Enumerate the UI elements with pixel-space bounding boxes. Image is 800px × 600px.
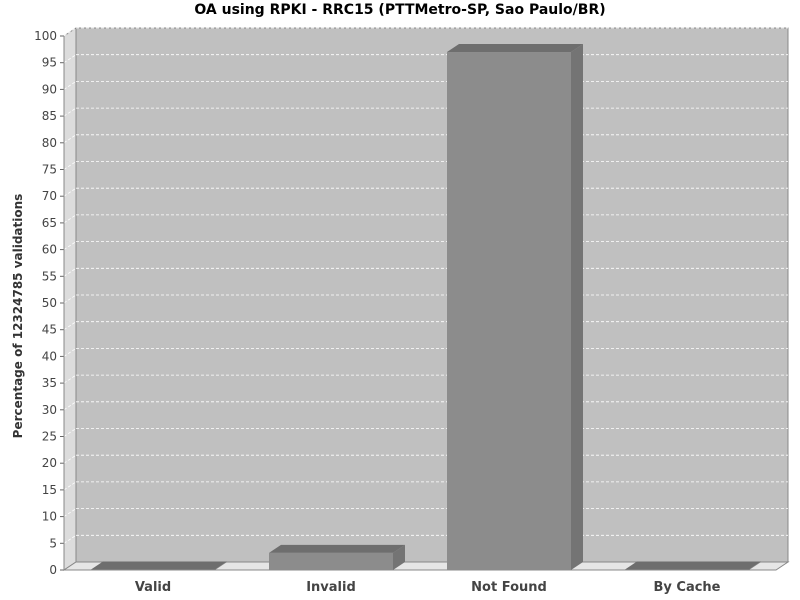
side-gridline bbox=[63, 481, 77, 491]
y-tick-label: 40 bbox=[42, 349, 57, 363]
y-tick-label: 15 bbox=[42, 483, 57, 497]
side-gridline bbox=[63, 54, 77, 64]
y-tick-label: 70 bbox=[42, 189, 57, 203]
side-gridline bbox=[63, 321, 77, 331]
y-tick-label: 65 bbox=[42, 216, 57, 230]
side-gridline bbox=[63, 187, 77, 197]
y-tick-label: 85 bbox=[42, 109, 57, 123]
y-tick-label: 75 bbox=[42, 163, 57, 177]
side-gridline bbox=[63, 534, 77, 544]
bar-side-valid bbox=[215, 561, 227, 570]
x-tick-label: Invalid bbox=[306, 580, 356, 595]
y-tick-label: 90 bbox=[42, 82, 57, 96]
x-tick-label: By Cache bbox=[654, 580, 721, 595]
plot-area: 0 5 10 15 20 25 30 35 40 45 50 55 60 65 70 75 80 85 90 95 10… bbox=[34, 27, 790, 595]
chart-title: OA using RPKI - RRC15 (PTTMetro-SP, Sao … bbox=[194, 2, 605, 18]
y-tick-label: 55 bbox=[42, 269, 57, 283]
y-tick-label: 95 bbox=[42, 56, 57, 70]
bar-side-by-cache bbox=[749, 561, 761, 570]
y-tick-label: 10 bbox=[42, 510, 57, 524]
y-tick-label: 5 bbox=[49, 536, 57, 550]
side-gridline bbox=[63, 508, 77, 517]
side-gridline bbox=[63, 134, 77, 144]
bar-not-found bbox=[447, 52, 571, 570]
side-gridline bbox=[63, 454, 77, 464]
side-gridline bbox=[63, 214, 77, 224]
side-gridline bbox=[63, 267, 77, 277]
y-tick-label: 100 bbox=[34, 29, 57, 43]
side-gridline bbox=[63, 81, 77, 90]
side-gridline bbox=[63, 401, 77, 411]
y-tick-label: 45 bbox=[42, 323, 57, 337]
bar-top-by-cache bbox=[625, 561, 761, 570]
side-gridline bbox=[63, 428, 77, 437]
side-gridline bbox=[63, 107, 77, 117]
side-gridline bbox=[63, 294, 77, 304]
y-tick-label: 0 bbox=[49, 563, 57, 577]
y-tick-label: 35 bbox=[42, 376, 57, 390]
side-gridline bbox=[63, 27, 77, 37]
y-tick-label: 25 bbox=[42, 430, 57, 444]
y-tick-label: 30 bbox=[42, 403, 57, 417]
side-gridline bbox=[63, 241, 77, 250]
side-gridline bbox=[63, 374, 77, 384]
bar-top-invalid bbox=[269, 544, 405, 553]
y-tick-label: 80 bbox=[42, 136, 57, 150]
bar-top-valid bbox=[91, 561, 227, 570]
bar-side-invalid bbox=[393, 544, 405, 570]
x-tick-label: Not Found bbox=[471, 580, 547, 595]
bar-valid bbox=[91, 569, 215, 570]
bar-side-not-found bbox=[571, 44, 583, 570]
bar-by-cache bbox=[625, 569, 749, 570]
y-tick-label: 60 bbox=[42, 243, 57, 257]
x-tick-label: Valid bbox=[135, 580, 171, 595]
side-gridline bbox=[63, 161, 77, 170]
side-gridline bbox=[63, 348, 77, 357]
bar-top-not-found bbox=[447, 44, 583, 53]
y-tick-label: 50 bbox=[42, 296, 57, 310]
y-tick-label: 20 bbox=[42, 456, 57, 470]
bar-invalid bbox=[269, 552, 393, 570]
y-axis-title: Percentage of 12324785 validations bbox=[11, 194, 25, 439]
